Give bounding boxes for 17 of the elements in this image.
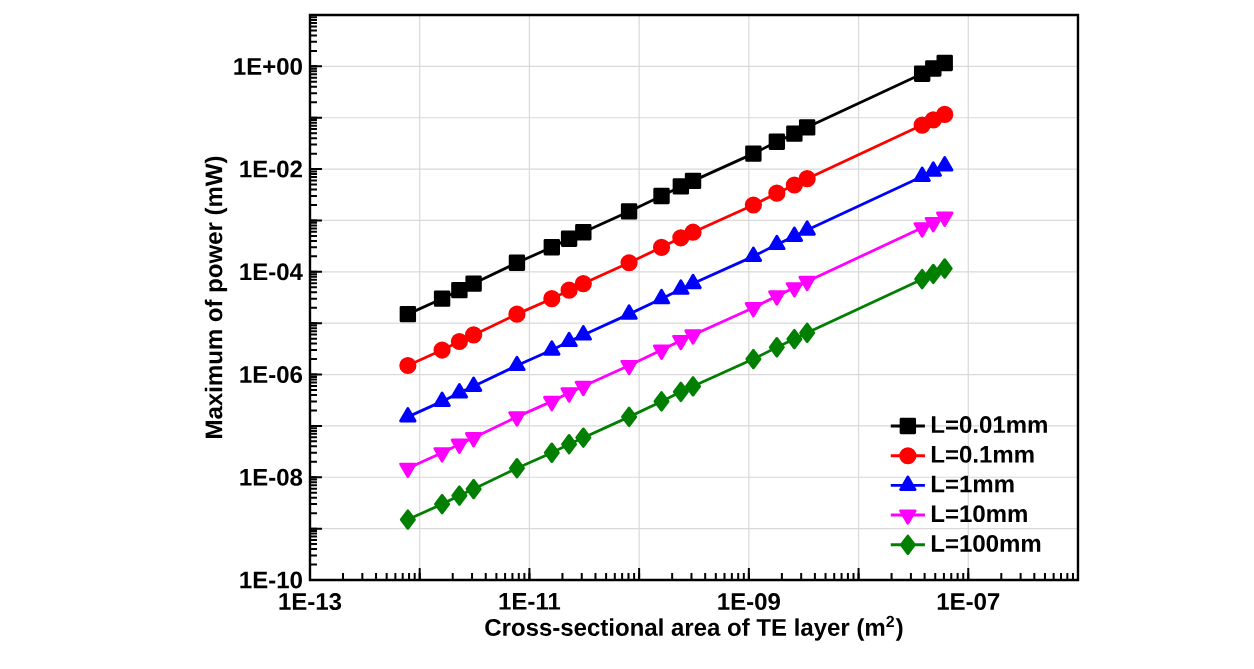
legend-label: L=0.1mm (931, 445, 1034, 463)
x-tick-label: 1E-07 (937, 593, 1000, 611)
x-tick-label: 1E-11 (499, 593, 561, 610)
legend-label: L=10mm (931, 505, 1027, 523)
y-axis-title: Maximum of power (mW) (204, 156, 228, 438)
legend-label: L=0.01mm (931, 416, 1047, 434)
legend-label: L=100mm (931, 534, 1041, 552)
y-tick-label: 1E-04 (240, 263, 303, 281)
x-tick-label: 1E-13 (279, 593, 342, 611)
y-tick-label: 1E-08 (240, 468, 303, 486)
y-tick-label: 1E+00 (234, 57, 302, 75)
y-tick-label: 1E-10 (240, 571, 302, 589)
x-axis-title: Cross-sectional area of TE layer (m$^{2}$) (485, 615, 903, 641)
x-tick-label: 1E-09 (718, 593, 780, 611)
legend-label: L=1mm (931, 475, 1014, 493)
y-tick-label: 1E-02 (240, 160, 302, 178)
y-tick-label: 1E-06 (240, 366, 303, 384)
